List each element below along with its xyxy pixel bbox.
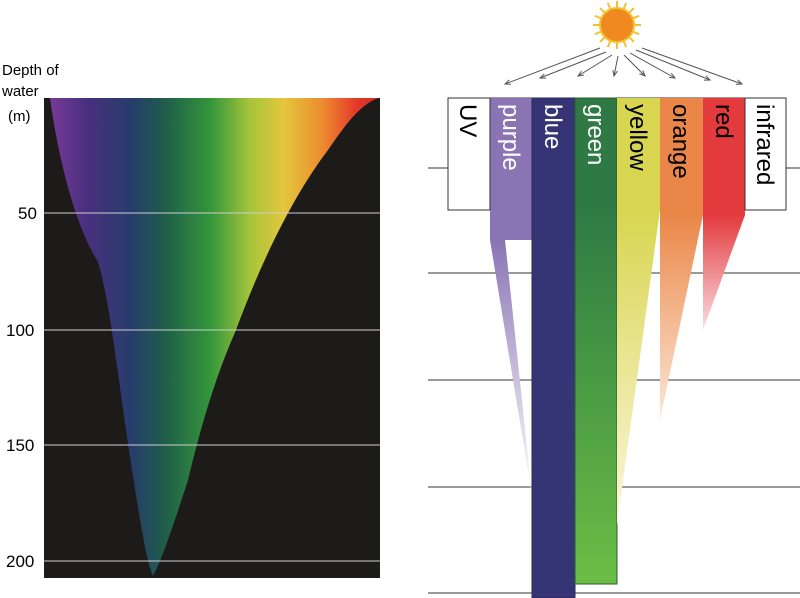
arrowhead [612,70,618,78]
arrowhead [735,79,744,85]
band-label-blue: blue [539,104,566,149]
light-ray-arrows [503,47,744,85]
band-label-orange: orange [667,104,694,179]
arrowhead [639,70,646,77]
arrowhead [703,75,712,81]
sun-icon [593,1,641,49]
depth-tick-50: 50 [18,204,37,223]
blue-band [531,97,576,598]
light-spectrum-funnel [50,98,378,576]
depth-gridlines [44,212,380,562]
orange-band [660,98,703,420]
yellow-band [617,98,660,525]
band-label-green: green [582,104,609,165]
arrowhead [668,72,677,79]
axis-title-line-2: water [1,83,39,100]
wavelength-panel: UV purple blue green yellow orange red infrared [428,97,800,598]
band-label-yellow: yellow [624,104,651,171]
light-ray-arrow [635,49,711,81]
band-label-UV: UV [454,104,481,137]
arrowhead [576,70,585,77]
depth-panel: Depth of water (m) 50 100 150 200 [1,62,380,578]
arrowhead [503,79,512,85]
light-ray-arrow [504,47,601,85]
light-ray-arrow [641,47,743,85]
light-ray-arrow [623,54,646,77]
band-separators [489,98,746,210]
band-label-infrared: infrared [751,104,778,185]
axis-title-line-3: (m) [8,108,31,125]
depth-tick-150: 150 [6,436,34,455]
purple-band-top [490,98,532,240]
band-label-red: red [710,104,737,139]
red-band [703,98,745,330]
light-ray-arrow [539,51,607,79]
light-ray-arrow [629,52,676,79]
green-band [574,97,618,585]
axis-title-line-1: Depth of [2,62,60,79]
light-ray-arrow [577,54,613,77]
depth-tick-100: 100 [6,321,34,340]
band-label-purple: purple [497,104,524,171]
arrowhead [538,73,547,79]
light-ray-arrow [613,55,619,77]
depth-tick-200: 200 [6,552,34,571]
